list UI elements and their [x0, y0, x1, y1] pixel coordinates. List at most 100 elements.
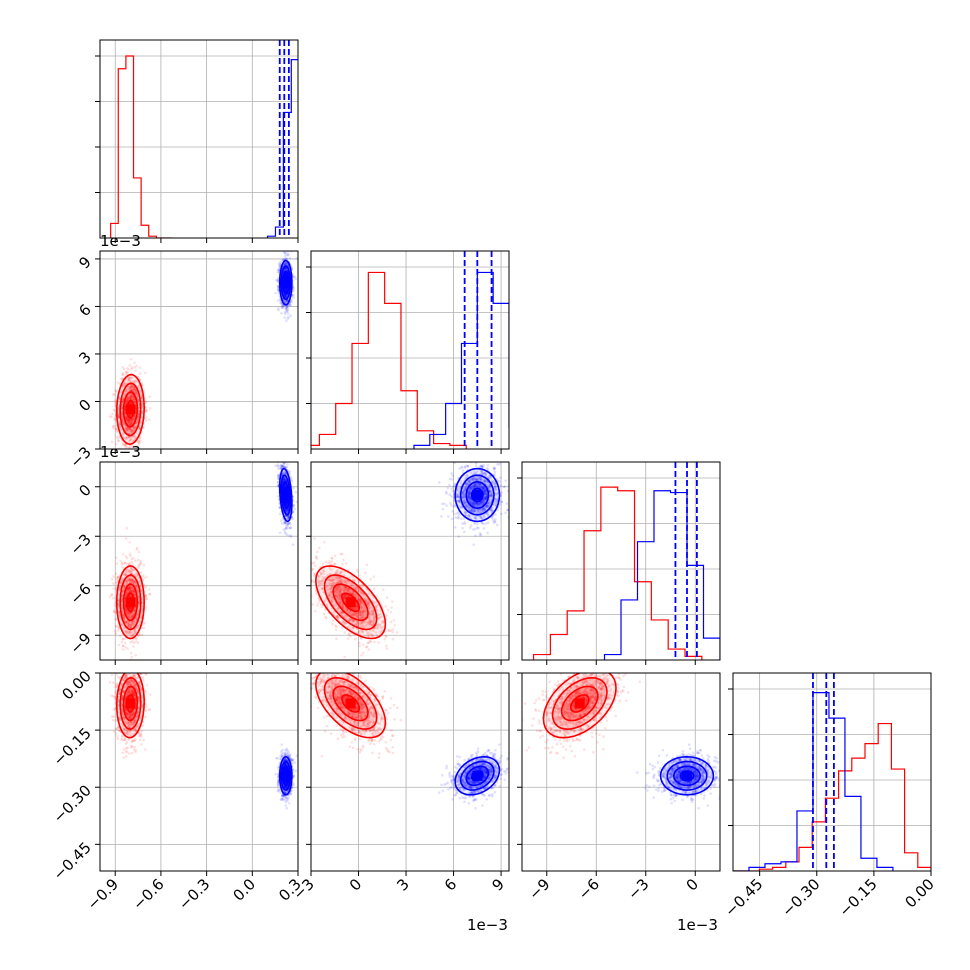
sample-point: [115, 578, 119, 581]
sample-point: [343, 655, 346, 659]
sample-point: [130, 589, 134, 593]
sample-point: [131, 578, 135, 582]
sample-point: [130, 419, 133, 422]
sample-point: [130, 386, 133, 389]
sample-point: [131, 435, 135, 439]
sample-point: [118, 397, 121, 400]
sample-point: [347, 618, 351, 621]
sample-point: [110, 577, 114, 581]
sample-point: [126, 429, 129, 432]
sample-point: [284, 502, 288, 506]
sample-point: [345, 593, 348, 597]
sample-point: [135, 419, 139, 423]
sample-point: [368, 607, 372, 610]
sample-point: [127, 576, 130, 580]
sample-point: [131, 417, 134, 421]
sample-point: [344, 587, 348, 591]
sample-point: [363, 597, 367, 601]
sample-point: [135, 420, 139, 424]
sample-point: [130, 383, 133, 387]
sample-point: [133, 580, 137, 583]
sample-point: [132, 589, 136, 592]
sample-point: [128, 579, 132, 582]
sample-point: [132, 395, 135, 399]
sample-point: [319, 572, 323, 576]
panel-frame: [310, 250, 510, 450]
sample-point: [280, 304, 284, 307]
sample-point: [128, 419, 132, 423]
sample-point: [135, 585, 139, 588]
sample-point: [375, 608, 379, 612]
sample-point: [282, 452, 285, 455]
sample-point: [125, 580, 129, 583]
sample-point: [126, 631, 130, 634]
sample-point: [148, 592, 152, 596]
sample-point: [139, 439, 142, 443]
sample-point: [280, 312, 283, 315]
sample-point: [129, 593, 132, 597]
sample-point: [131, 428, 134, 432]
sample-point: [128, 397, 132, 401]
sample-point: [282, 462, 286, 466]
sample-point: [301, 573, 304, 576]
sample-point: [126, 420, 129, 423]
sample-point: [128, 570, 132, 574]
sample-point: [132, 590, 135, 593]
sample-point: [133, 388, 136, 392]
sample-point: [130, 589, 133, 593]
sample-point: [144, 585, 148, 589]
sample-point: [128, 540, 131, 544]
sample-point: [122, 615, 126, 619]
sample-point: [283, 301, 287, 304]
sample-point: [127, 570, 131, 573]
sample-point: [142, 563, 146, 567]
sample-point: [278, 531, 282, 535]
sample-point: [329, 597, 333, 600]
sample-point: [125, 609, 129, 613]
sample-point: [130, 437, 133, 441]
sample-point: [134, 620, 137, 624]
sample-point: [129, 569, 133, 572]
sample-point: [135, 548, 139, 551]
sample-point: [129, 611, 133, 615]
sample-point: [367, 631, 371, 635]
sample-point: [118, 616, 122, 619]
sample-point: [127, 622, 131, 625]
sample-point: [140, 614, 143, 617]
sample-point: [124, 595, 127, 598]
sample-point: [127, 420, 131, 423]
sample-point: [125, 398, 129, 402]
sample-point: [284, 268, 287, 271]
sample-point: [284, 273, 288, 277]
sample-point: [336, 592, 339, 595]
sample-point: [130, 571, 134, 575]
sample-point: [368, 617, 371, 621]
sample-point: [126, 613, 129, 617]
sample-point: [136, 590, 140, 594]
sample-point: [119, 429, 123, 432]
sample-point: [392, 619, 396, 622]
sample-point: [285, 517, 289, 520]
sample-point: [334, 571, 338, 575]
sample-point: [331, 582, 335, 585]
sample-point: [277, 473, 280, 477]
y-tick-label: 0: [75, 481, 94, 500]
sample-point: [277, 299, 280, 302]
sample-point: [129, 418, 132, 422]
sample-point: [291, 543, 295, 546]
sample-point: [126, 398, 130, 402]
sample-point: [130, 578, 134, 582]
sample-point: [366, 641, 370, 645]
density-peak-blue: [280, 490, 291, 500]
sample-point: [138, 563, 141, 567]
sample-point: [115, 577, 119, 580]
sample-point: [140, 633, 144, 637]
sample-point: [125, 398, 129, 401]
sample-point: [126, 621, 129, 625]
sample-point: [128, 577, 132, 581]
sample-point: [284, 262, 288, 266]
sample-point: [125, 418, 129, 422]
sample-point: [125, 416, 128, 420]
sample-point: [121, 442, 125, 445]
panel-frame: [99, 39, 299, 239]
